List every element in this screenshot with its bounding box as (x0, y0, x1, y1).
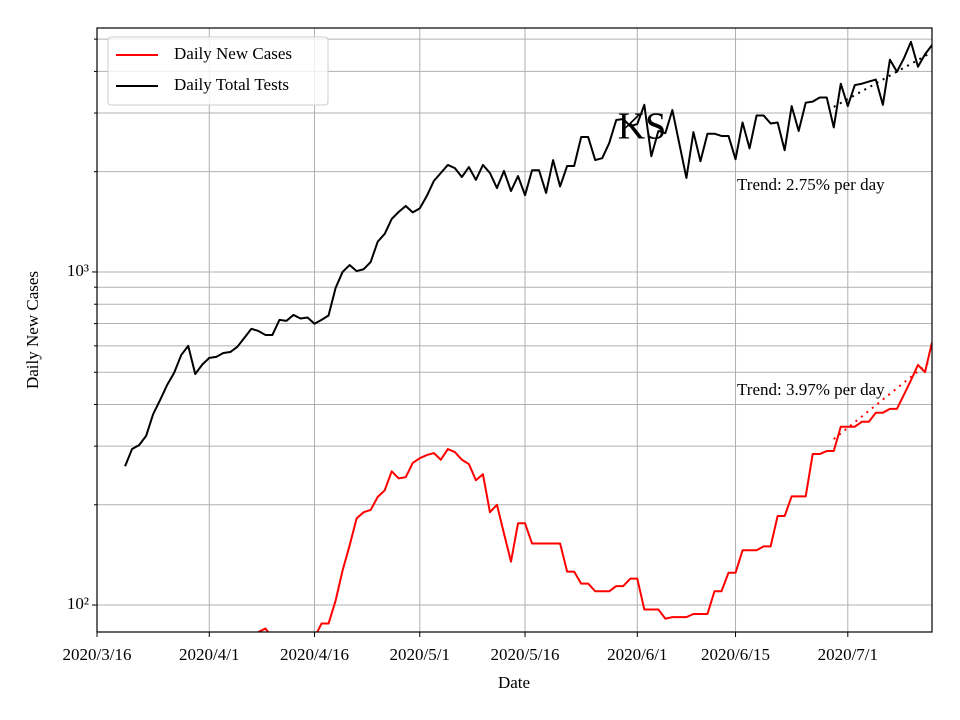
x-tick-label: 2020/3/16 (63, 645, 132, 664)
plot-lines (124, 40, 932, 632)
legend: Daily New Cases Daily Total Tests (107, 36, 329, 106)
y-axis-label: Daily New Cases (23, 271, 42, 389)
x-tick-label: 2020/7/1 (818, 645, 878, 664)
x-tick-label: 2020/6/15 (701, 645, 770, 664)
y-tick-label: 10³ (67, 261, 89, 280)
legend-box (107, 36, 329, 106)
y-tick-label: 10² (67, 594, 89, 613)
trend-annotation: Trend: 3.97% per day (737, 380, 885, 399)
x-tick-label: 2020/4/16 (280, 645, 349, 664)
legend-label: Daily New Cases (174, 44, 292, 63)
legend-label: Daily Total Tests (174, 75, 289, 94)
trend-annotation: Trend: 2.75% per day (737, 175, 885, 194)
x-tick-label: 2020/6/1 (607, 645, 667, 664)
trend-line (833, 51, 932, 108)
plot-frame (96, 27, 933, 633)
x-tick-label: 2020/5/1 (390, 645, 450, 664)
x-axis-label: Date (498, 673, 530, 692)
data-line (256, 342, 932, 632)
grid (96, 28, 932, 632)
x-tick-label: 2020/5/16 (491, 645, 560, 664)
data-line (124, 40, 932, 467)
trend-line (833, 359, 932, 440)
chart-title: KS (618, 106, 667, 148)
x-tick-label: 2020/4/1 (179, 645, 239, 664)
